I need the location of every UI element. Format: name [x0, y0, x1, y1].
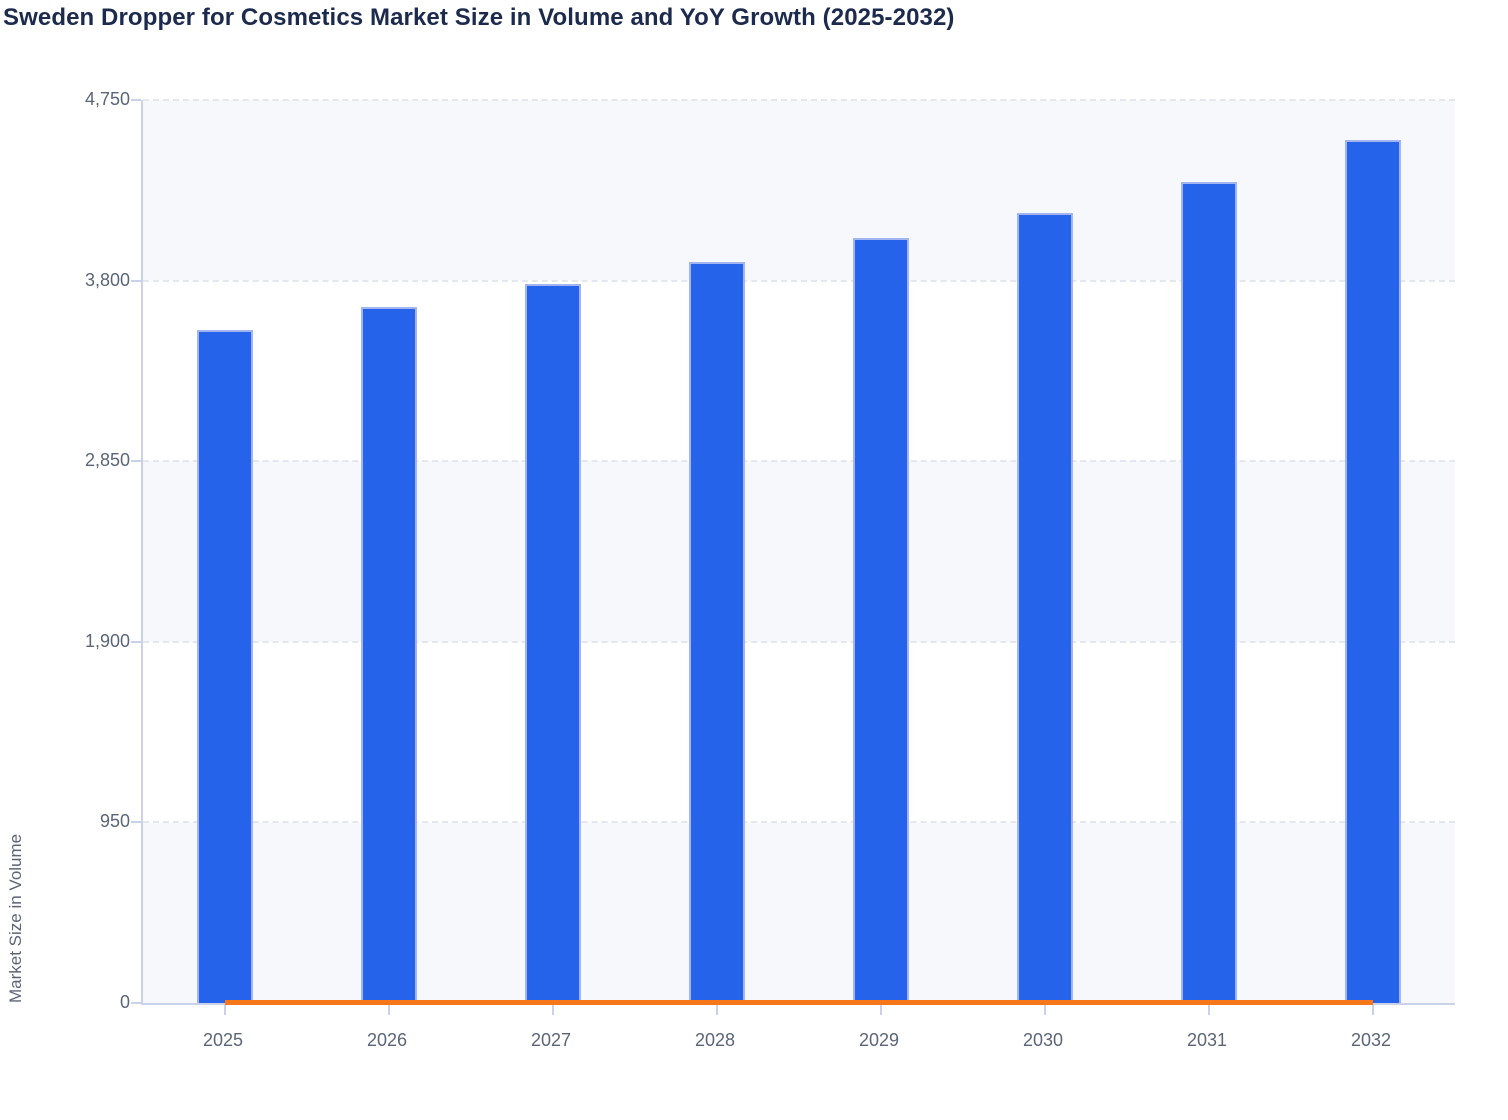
- y-axis-labels: 0 950 1,900 2,850 3,800 4,750: [0, 89, 130, 1012]
- yoy-growth-line[interactable]: [225, 1000, 1373, 1005]
- bar-2032[interactable]: [1345, 139, 1401, 1003]
- bar-2029[interactable]: [853, 237, 909, 1003]
- y-axis-tick: [131, 99, 141, 101]
- y-axis-tick: [131, 640, 141, 643]
- x-axis-tick: [388, 1005, 390, 1015]
- gridline-4,750: [143, 99, 1455, 101]
- x-axis-tick: [1208, 1005, 1210, 1015]
- x-axis-tick: [880, 1005, 882, 1015]
- x-tick-label-2030: 2030: [1022, 1030, 1064, 1050]
- y-tick-label: 1,900: [84, 630, 130, 651]
- y-tick-label: 0: [119, 992, 130, 1012]
- gridline-950: [143, 821, 1455, 824]
- plot-area: [131, 99, 1455, 1015]
- y-tick-label: 4,750: [84, 89, 130, 109]
- y-tick-label: 3,800: [84, 269, 130, 290]
- x-tick-label-2027: 2027: [530, 1030, 572, 1050]
- x-axis-tick: [1044, 1005, 1046, 1015]
- bar-2028[interactable]: [689, 261, 745, 1003]
- bar-2030[interactable]: [1017, 213, 1073, 1003]
- gridline-2,850: [143, 460, 1455, 463]
- y-tick-label: 2,850: [84, 450, 130, 471]
- y-axis-tick: [131, 279, 141, 282]
- bar-2027[interactable]: [525, 284, 581, 1003]
- y-axis-tick: [131, 821, 141, 824]
- x-axis-labels: 2025 2026 2027 2028 2029 2030 2031 2032: [141, 1030, 1453, 1060]
- x-tick-label-2031: 2031: [1186, 1030, 1228, 1050]
- bar-2025[interactable]: [197, 330, 253, 1003]
- x-tick-label-2026: 2026: [366, 1030, 408, 1050]
- bar-2031[interactable]: [1181, 181, 1237, 1003]
- x-tick-label-2032: 2032: [1350, 1030, 1392, 1050]
- y-axis-tick: [131, 1002, 141, 1004]
- y-tick-label: 950: [99, 811, 130, 832]
- x-tick-label-2029: 2029: [858, 1030, 900, 1050]
- x-tick-label-2028: 2028: [694, 1030, 736, 1050]
- gridline-3,800: [143, 279, 1455, 282]
- gridline-1,900: [143, 640, 1455, 643]
- bar-2026[interactable]: [361, 307, 417, 1003]
- x-axis-tick: [224, 1005, 226, 1015]
- x-axis-tick: [716, 1005, 718, 1015]
- y-axis-tick: [131, 460, 141, 463]
- x-tick-label-2025: 2025: [202, 1030, 244, 1050]
- x-axis-tick: [552, 1005, 554, 1015]
- chart-title: Sweden Dropper for Cosmetics Market Size…: [3, 4, 955, 31]
- x-axis-tick: [1372, 1005, 1374, 1015]
